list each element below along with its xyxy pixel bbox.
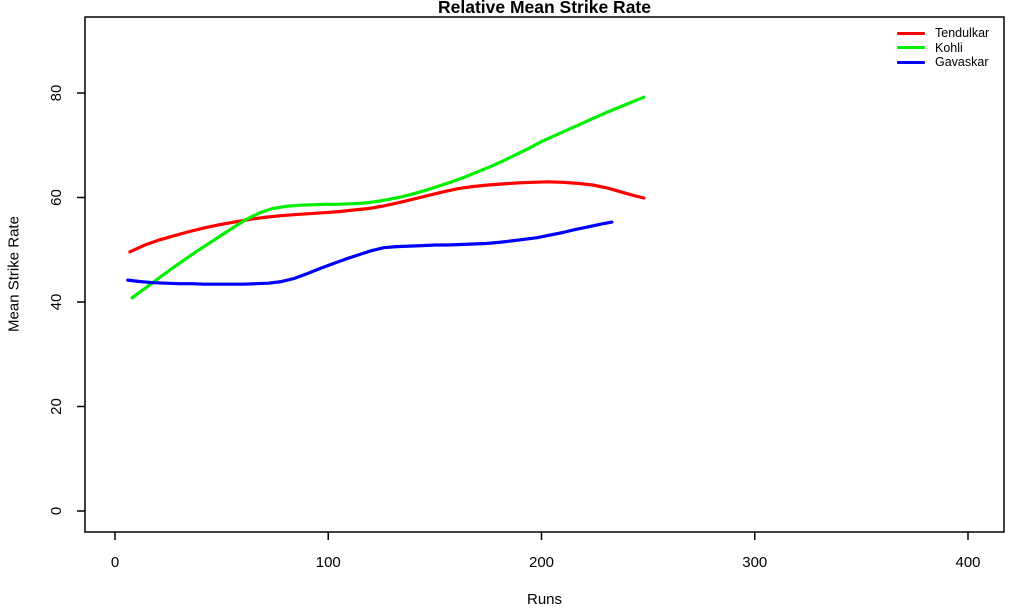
chart-title: Relative Mean Strike Rate — [437, 0, 651, 17]
x-tick-label: 400 — [955, 554, 980, 571]
y-tick-label: 40 — [48, 294, 65, 311]
plot-border — [84, 16, 1005, 533]
x-tick-label: 0 — [111, 554, 119, 571]
legend-line-swatch — [897, 60, 925, 64]
x-axis-label: Runs — [526, 591, 563, 608]
y-tick-label: 20 — [48, 398, 65, 415]
y-tick-label: 80 — [48, 85, 65, 102]
x-tick-label: 200 — [529, 554, 554, 571]
series-line-kohli — [130, 95, 646, 300]
series-line-gavaskar — [126, 220, 614, 286]
legend-line-swatch — [897, 31, 925, 35]
x-tick-label: 300 — [742, 554, 767, 571]
legend-label: Gavaskar — [935, 55, 989, 70]
legend-label: Tendulkar — [935, 26, 990, 41]
series-line-tendulkar — [128, 180, 646, 254]
legend-line-swatch — [897, 46, 925, 50]
y-axis-label: Mean Strike Rate — [5, 216, 23, 332]
x-tick-label: 100 — [316, 554, 341, 571]
legend-item: Tendulkar — [897, 26, 989, 41]
y-tick-label: 0 — [48, 507, 65, 515]
legend-item: Gavaskar — [897, 55, 989, 70]
y-tick-label: 60 — [48, 189, 65, 206]
legend-item: Kohli — [897, 41, 989, 56]
legend: Tendulkar Kohli Gavaskar — [897, 26, 989, 70]
legend-label: Kohli — [935, 40, 963, 55]
